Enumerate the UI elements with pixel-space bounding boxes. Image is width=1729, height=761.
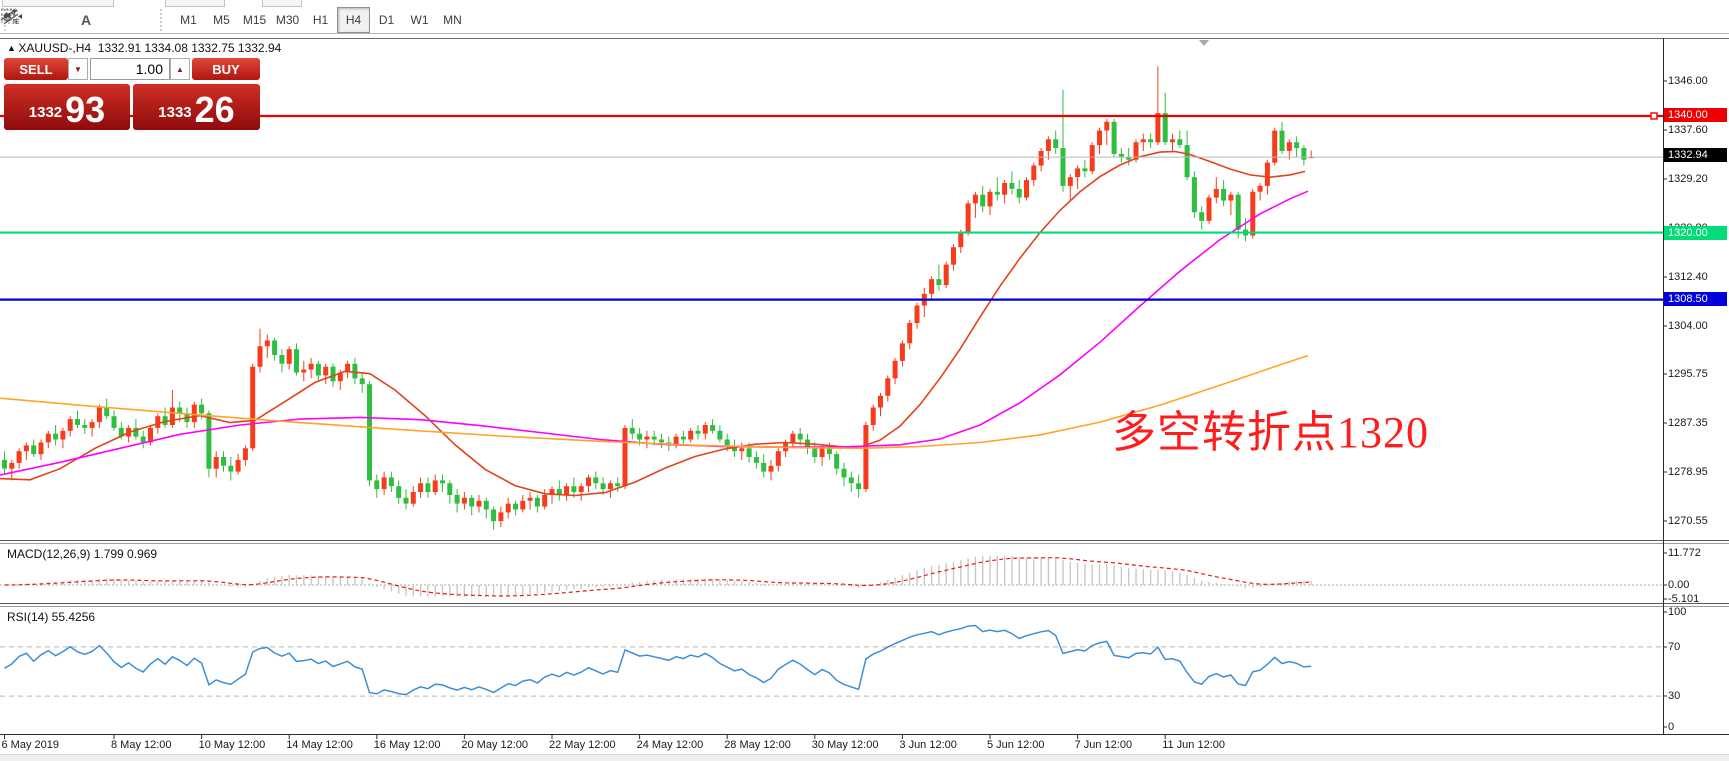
volume-decrease-button[interactable]: ▼ xyxy=(68,58,88,80)
timeframe-button-m15[interactable]: M15 xyxy=(242,13,267,27)
text-tool-icon[interactable]: A xyxy=(80,12,92,28)
time-axis-label: 5 Jun 12:00 xyxy=(987,739,1045,751)
rsi-separator[interactable] xyxy=(0,603,1729,604)
macd-separator[interactable] xyxy=(0,540,1729,541)
bid-price-pips: 93 xyxy=(65,89,106,130)
toolbar-separator xyxy=(160,9,168,31)
one-click-trading-panel: SELL ▼ 1.00 ▲ BUY 1332 93 1333 26 xyxy=(4,58,262,130)
time-axis-label: 3 Jun 12:00 xyxy=(899,739,957,751)
window-bottom-strip xyxy=(0,754,1729,761)
ask-price-pips: 26 xyxy=(194,89,235,130)
time-axis-label: 6 May 2019 xyxy=(1,739,59,751)
time-axis-label: 28 May 12:00 xyxy=(724,739,791,751)
rsi-line xyxy=(4,624,1312,696)
macd-signal-line xyxy=(4,557,1312,597)
timeframe-button-m30[interactable]: M30 xyxy=(275,13,300,27)
macd-separator-line2 xyxy=(0,543,1729,544)
indicator-axis-label: -5.101 xyxy=(1668,593,1700,605)
price-badge-1320.00: 1320.00 xyxy=(1664,226,1727,240)
timeframe-button-m5[interactable]: M5 xyxy=(213,13,230,27)
toolbar-fragment xyxy=(2,0,114,7)
timeframe-bar: M1 M5 M15 M30 H1 H4 D1 W1 MN xyxy=(172,7,469,33)
time-axis-label: 10 May 12:00 xyxy=(198,739,266,751)
indicator-axis-label: 100 xyxy=(1668,606,1687,618)
rsi-separator-line2 xyxy=(0,606,1729,607)
price-axis-label: 1304.00 xyxy=(1668,320,1708,332)
time-axis-label: 8 May 12:00 xyxy=(111,739,172,751)
indicator-axis-label: 11.772 xyxy=(1668,547,1701,559)
price-axis-label: 1278.95 xyxy=(1668,466,1708,478)
price-axis-label: 1270.55 xyxy=(1668,515,1708,527)
timeframe-button-mn[interactable]: MN xyxy=(443,13,462,27)
drawing-toolbar: E F A T M1 M5 M15 M30 H1 H4 D1 W1 MN xyxy=(0,7,1729,33)
rsi-indicator-label: RSI(14) 55.4256 xyxy=(7,610,96,624)
ohlc-values: 1332.91 1334.08 1332.75 1332.94 xyxy=(97,41,282,55)
time-axis-label: 11 Jun 12:00 xyxy=(1162,739,1225,751)
price-badge-1332.94: 1332.94 xyxy=(1664,148,1727,162)
arrows-tool-icon[interactable] xyxy=(3,8,156,32)
indicator-axis-label: 0.00 xyxy=(1668,579,1690,591)
time-axis-label: 22 May 12:00 xyxy=(549,739,616,751)
indicator-axis-label: 70 xyxy=(1668,641,1681,653)
time-axis-label: 24 May 12:00 xyxy=(636,739,704,751)
bid-price-box[interactable]: 1332 93 xyxy=(4,84,130,130)
time-axis-label: 30 May 12:00 xyxy=(811,739,879,751)
price-axis-label: 1287.35 xyxy=(1668,417,1708,429)
macd-indicator-label: MACD(12,26,9) 1.799 0.969 xyxy=(7,547,158,561)
time-axis-label: 7 Jun 12:00 xyxy=(1074,739,1133,751)
volume-input[interactable]: 1.00 xyxy=(90,58,170,80)
price-axis-label: 1329.20 xyxy=(1668,173,1708,185)
slow-ma-line xyxy=(0,354,1309,450)
price-badge-1308.50: 1308.50 xyxy=(1664,292,1727,306)
indicator-axis-label: 30 xyxy=(1668,690,1681,702)
price-badge-1340.00: 1340.00 xyxy=(1664,108,1727,122)
time-axis-border xyxy=(0,734,1729,735)
price-axis-border xyxy=(1663,38,1664,735)
timeframe-button-h4[interactable]: H4 xyxy=(337,7,370,33)
price-axis-label: 1337.60 xyxy=(1668,124,1708,136)
timeframe-button-d1[interactable]: D1 xyxy=(378,13,395,27)
time-axis-label: 20 May 12:00 xyxy=(461,739,529,751)
price-axis-label: 1312.40 xyxy=(1668,271,1708,283)
fast-ma-line xyxy=(0,150,1306,497)
chart-title: ▲ XAUUSD-,H4 1332.91 1334.08 1332.75 133… xyxy=(7,41,281,55)
toolbar-fragment xyxy=(165,0,225,7)
sell-button[interactable]: SELL xyxy=(4,58,68,80)
toolbar-border xyxy=(0,33,1729,34)
time-axis-label: 14 May 12:00 xyxy=(286,739,353,751)
buy-button[interactable]: BUY xyxy=(192,58,260,80)
chart-shift-marker-icon[interactable] xyxy=(1199,40,1209,46)
timeframe-button-m1[interactable]: M1 xyxy=(180,13,197,27)
text-label-icon[interactable]: T xyxy=(1,8,128,32)
timeframe-button-w1[interactable]: W1 xyxy=(410,13,429,27)
chart-top-border xyxy=(0,38,1729,39)
time-axis-label: 16 May 12:00 xyxy=(373,739,441,751)
symbol-period-label: XAUUSD-,H4 xyxy=(18,41,92,55)
price-axis-label: 1295.75 xyxy=(1668,368,1708,380)
ask-price-major: 1333 xyxy=(158,104,192,121)
svg-text:T: T xyxy=(6,12,12,23)
indicator-axis-label: 0 xyxy=(1668,721,1675,733)
price-axis-label: 1346.00 xyxy=(1668,75,1708,87)
ask-price-box[interactable]: 1333 26 xyxy=(133,84,260,130)
bid-price-major: 1332 xyxy=(28,104,63,121)
trendline-endpoint-marker xyxy=(1650,112,1658,120)
toolbar-fragment xyxy=(262,0,302,7)
chart-text-annotation[interactable]: 多空转折点1320 xyxy=(1112,408,1429,457)
volume-increase-button[interactable]: ▲ xyxy=(170,58,190,80)
svg-text:F: F xyxy=(13,19,17,25)
one-click-collapse-icon[interactable]: ▲ xyxy=(7,43,19,53)
timeframe-button-h1[interactable]: H1 xyxy=(312,13,329,27)
